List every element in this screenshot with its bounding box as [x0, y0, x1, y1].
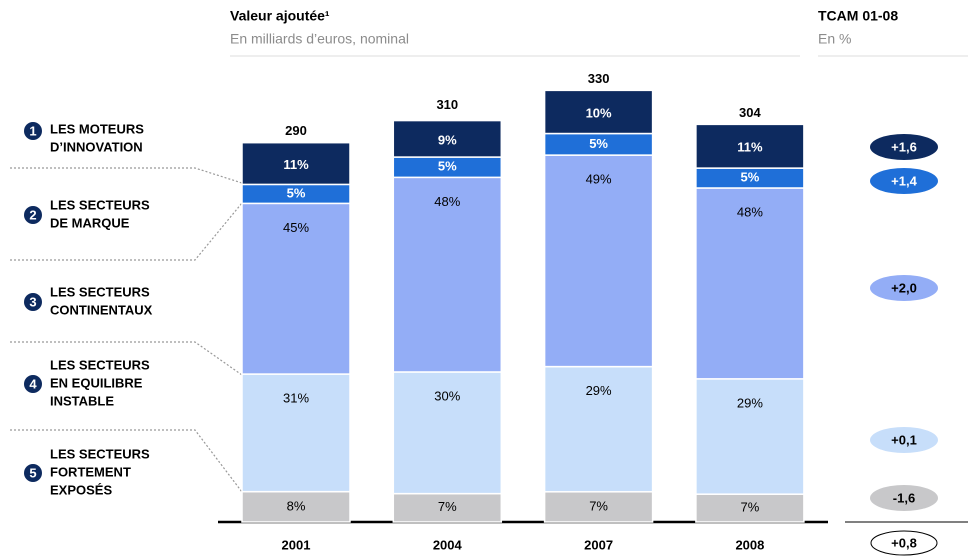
value-label: 5%	[741, 169, 760, 184]
legend-label: EXPOSÉS	[50, 482, 112, 497]
bar-segment	[241, 141, 351, 186]
value-label: 29%	[737, 395, 763, 410]
bar-segment	[695, 187, 805, 380]
x-tick-label: 2004	[433, 537, 463, 552]
cagr-pill	[870, 168, 938, 194]
total-label: 310	[436, 97, 458, 112]
value-label: 10%	[586, 105, 612, 120]
connector	[10, 429, 243, 493]
bar-segment	[695, 493, 805, 523]
total-label: 304	[739, 105, 761, 120]
cagr-pill	[870, 275, 938, 301]
cagr-pill	[870, 134, 938, 160]
cagr-label: +0,1	[891, 432, 917, 447]
legend-badge	[24, 375, 42, 393]
value-label: 45%	[283, 220, 309, 235]
bar-segment	[543, 154, 654, 368]
total-label: 330	[588, 71, 610, 86]
value-label: 48%	[737, 204, 763, 219]
legend-number: 2	[29, 207, 36, 222]
legend-label: LES SECTEURS	[50, 357, 150, 372]
chart-subtitle: En milliards d’euros, nominal	[230, 31, 409, 47]
bar-segment	[392, 176, 503, 373]
legend-label: EN EQUILIBRE	[50, 375, 143, 390]
legend-label: LES MOTEURS	[50, 121, 144, 136]
legend-label: D’INNOVATION	[50, 139, 143, 154]
x-tick-label: 2008	[735, 537, 764, 552]
connector	[10, 202, 243, 261]
legend-badge	[24, 293, 42, 311]
x-tick-label: 2001	[282, 537, 311, 552]
legend-badge	[24, 122, 42, 140]
legend-number: 4	[29, 376, 37, 391]
value-label: 11%	[283, 157, 309, 172]
legend-number: 1	[29, 123, 36, 138]
legend-label: DE MARQUE	[50, 215, 130, 230]
bar-segment	[543, 89, 654, 135]
x-tick-label: 2007	[584, 537, 613, 552]
value-label: 7%	[741, 500, 760, 515]
connector	[10, 167, 243, 184]
cagr-label: +0,8	[891, 535, 917, 550]
side-title: TCAM 01-08	[818, 8, 898, 24]
side-subtitle: En %	[818, 31, 851, 47]
value-label: 48%	[434, 194, 460, 209]
cagr-pill	[870, 427, 938, 453]
bar-segment	[392, 119, 503, 158]
legend-label: INSTABLE	[50, 393, 114, 408]
cagr-label: -1,6	[893, 490, 915, 505]
value-label: 7%	[438, 499, 457, 514]
value-label: 30%	[434, 388, 460, 403]
legend-badge	[24, 206, 42, 224]
bar-segment	[241, 202, 351, 375]
cagr-pill	[870, 530, 938, 556]
legend-label: LES SECTEURS	[50, 284, 150, 299]
legend-number: 3	[29, 294, 36, 309]
connector	[10, 341, 243, 376]
value-label: 7%	[589, 498, 608, 513]
legend-label: CONTINENTAUX	[50, 302, 153, 317]
cagr-label: +1,6	[891, 139, 917, 154]
value-label: 5%	[438, 159, 457, 174]
legend-badge	[24, 464, 42, 482]
value-label: 49%	[586, 172, 612, 187]
bar-segment	[543, 491, 654, 523]
total-label: 290	[285, 123, 307, 138]
bar-segment	[241, 373, 351, 493]
value-label: 5%	[287, 185, 306, 200]
legend-label: LES SECTEURS	[50, 446, 150, 461]
cagr-label: +2,0	[891, 280, 917, 295]
value-label: 29%	[586, 383, 612, 398]
legend-label: LES SECTEURS	[50, 197, 150, 212]
legend-number: 5	[29, 465, 36, 480]
cagr-pill	[870, 485, 938, 511]
value-label: 8%	[287, 498, 306, 513]
bar-segment	[695, 123, 805, 169]
bar-segment	[543, 365, 654, 493]
bar-segment	[392, 371, 503, 495]
value-label: 11%	[737, 140, 763, 155]
value-label: 9%	[438, 132, 457, 147]
chart-title: Valeur ajoutée¹	[230, 8, 330, 24]
legend-label: FORTEMENT	[50, 464, 131, 479]
value-label: 31%	[283, 391, 309, 406]
value-label: 5%	[589, 136, 608, 151]
cagr-label: +1,4	[891, 173, 917, 188]
